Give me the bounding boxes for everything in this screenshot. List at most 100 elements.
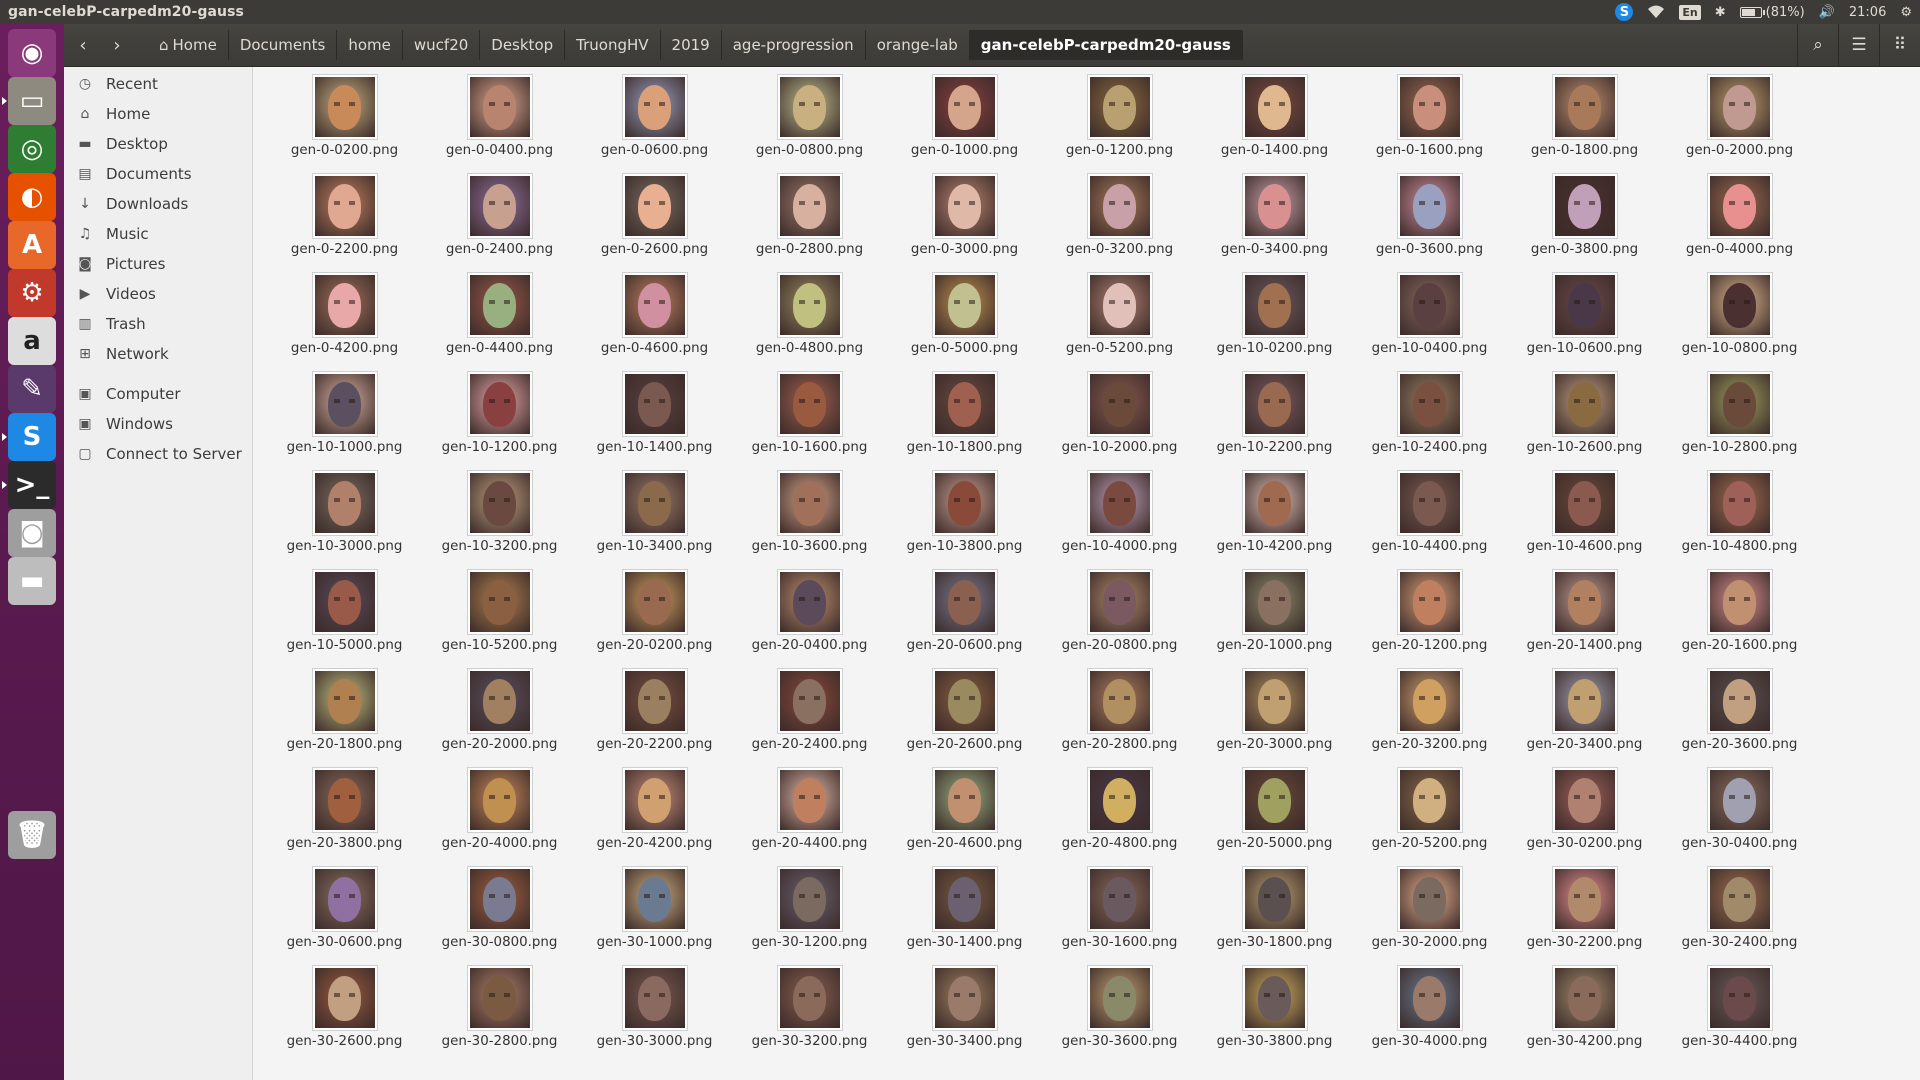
file-item[interactable]: gen-30-1800.png bbox=[1197, 866, 1352, 965]
search-icon[interactable]: ⌕ bbox=[1797, 24, 1838, 66]
file-item[interactable]: gen-20-3600.png bbox=[1662, 668, 1817, 767]
wifi-icon[interactable] bbox=[1647, 5, 1665, 19]
file-item[interactable]: gen-30-1200.png bbox=[732, 866, 887, 965]
file-item[interactable]: gen-20-2400.png bbox=[732, 668, 887, 767]
file-item[interactable]: gen-0-3600.png bbox=[1352, 173, 1507, 272]
file-item[interactable]: gen-10-0400.png bbox=[1352, 272, 1507, 371]
sidebar-item-documents[interactable]: ▤ Documents bbox=[64, 159, 252, 189]
file-item[interactable]: gen-20-0800.png bbox=[1042, 569, 1197, 668]
file-item[interactable]: gen-30-1600.png bbox=[1042, 866, 1197, 965]
breadcrumb-gan-celebp-carpedm20-gauss[interactable]: gan-celebP-carpedm20-gauss bbox=[969, 30, 1243, 60]
file-item[interactable]: gen-0-3400.png bbox=[1197, 173, 1352, 272]
file-item[interactable]: gen-20-4200.png bbox=[577, 767, 732, 866]
file-item[interactable]: gen-0-1800.png bbox=[1507, 74, 1662, 173]
sidebar-item-connect-to-server[interactable]: ▢ Connect to Server bbox=[64, 439, 252, 469]
file-item[interactable]: gen-20-0400.png bbox=[732, 569, 887, 668]
breadcrumb-wucf20[interactable]: wucf20 bbox=[403, 30, 481, 60]
launcher-item-terminal[interactable]: >_ bbox=[2, 459, 60, 511]
file-item[interactable]: gen-30-1000.png bbox=[577, 866, 732, 965]
file-item[interactable]: gen-0-5200.png bbox=[1042, 272, 1197, 371]
launcher-item-software-center[interactable]: A bbox=[4, 219, 60, 271]
file-item[interactable]: gen-10-3200.png bbox=[422, 470, 577, 569]
file-item[interactable]: gen-10-1800.png bbox=[887, 371, 1042, 470]
file-item[interactable]: gen-20-4800.png bbox=[1042, 767, 1197, 866]
back-button[interactable]: ‹ bbox=[79, 34, 87, 56]
file-item[interactable]: gen-10-2800.png bbox=[1662, 371, 1817, 470]
sidebar-item-videos[interactable]: ▶ Videos bbox=[64, 279, 252, 309]
file-item[interactable]: gen-20-4000.png bbox=[422, 767, 577, 866]
file-item[interactable]: gen-10-0600.png bbox=[1507, 272, 1662, 371]
file-item[interactable]: gen-20-3800.png bbox=[267, 767, 422, 866]
breadcrumb-orange-lab[interactable]: orange-lab bbox=[866, 30, 970, 60]
breadcrumb-home[interactable]: home bbox=[337, 30, 403, 60]
file-item[interactable]: gen-30-3000.png bbox=[577, 965, 732, 1064]
clock[interactable]: 21:06 bbox=[1848, 4, 1887, 20]
file-item[interactable]: gen-10-4400.png bbox=[1352, 470, 1507, 569]
system-gear-icon[interactable]: ⚙ bbox=[1900, 4, 1912, 20]
sidebar-item-trash[interactable]: ▥ Trash bbox=[64, 309, 252, 339]
sidebar-item-home[interactable]: ⌂ Home bbox=[64, 99, 252, 129]
file-item[interactable]: gen-30-0800.png bbox=[422, 866, 577, 965]
file-item[interactable]: gen-20-3000.png bbox=[1197, 668, 1352, 767]
file-item[interactable]: gen-20-4600.png bbox=[887, 767, 1042, 866]
file-item[interactable]: gen-0-3800.png bbox=[1507, 173, 1662, 272]
bluetooth-icon[interactable]: ✱ bbox=[1714, 4, 1726, 20]
breadcrumb-age-progression[interactable]: age-progression bbox=[722, 30, 866, 60]
file-item[interactable]: gen-10-5200.png bbox=[422, 569, 577, 668]
file-item[interactable]: gen-10-1200.png bbox=[422, 371, 577, 470]
sidebar-item-downloads[interactable]: ↓ Downloads bbox=[64, 189, 252, 219]
file-item[interactable]: gen-10-4800.png bbox=[1662, 470, 1817, 569]
file-item[interactable]: gen-20-0200.png bbox=[577, 569, 732, 668]
file-item[interactable]: gen-0-2600.png bbox=[577, 173, 732, 272]
file-item[interactable]: gen-20-1000.png bbox=[1197, 569, 1352, 668]
file-item[interactable]: gen-10-5000.png bbox=[267, 569, 422, 668]
file-item[interactable]: gen-20-1200.png bbox=[1352, 569, 1507, 668]
file-item[interactable]: gen-30-4400.png bbox=[1662, 965, 1817, 1064]
file-item[interactable]: gen-0-0200.png bbox=[267, 74, 422, 173]
file-item[interactable]: gen-10-2600.png bbox=[1507, 371, 1662, 470]
sidebar-item-network[interactable]: ⊞ Network bbox=[64, 339, 252, 369]
launcher-item-chrome[interactable]: ◎ bbox=[4, 123, 60, 175]
keyboard-language-indicator[interactable]: En bbox=[1679, 4, 1701, 20]
file-item[interactable]: gen-0-3200.png bbox=[1042, 173, 1197, 272]
file-item[interactable]: gen-20-2200.png bbox=[577, 668, 732, 767]
file-item[interactable]: gen-30-2800.png bbox=[422, 965, 577, 1064]
launcher-item-system-settings[interactable]: ⚙ bbox=[4, 267, 60, 319]
file-item[interactable]: gen-10-4600.png bbox=[1507, 470, 1662, 569]
file-item[interactable]: gen-30-0600.png bbox=[267, 866, 422, 965]
breadcrumb-desktop[interactable]: Desktop bbox=[480, 30, 566, 60]
file-item[interactable]: gen-10-0800.png bbox=[1662, 272, 1817, 371]
launcher-item-camera[interactable]: ◙ bbox=[4, 507, 60, 559]
sidebar-item-recent[interactable]: ◷ Recent bbox=[64, 69, 252, 99]
file-item[interactable]: gen-20-4400.png bbox=[732, 767, 887, 866]
breadcrumb-2019[interactable]: 2019 bbox=[661, 30, 722, 60]
file-item[interactable]: gen-30-4200.png bbox=[1507, 965, 1662, 1064]
file-item[interactable]: gen-0-2400.png bbox=[422, 173, 577, 272]
file-item[interactable]: gen-10-3000.png bbox=[267, 470, 422, 569]
file-item[interactable]: gen-0-2000.png bbox=[1662, 74, 1817, 173]
file-item[interactable]: gen-20-1800.png bbox=[267, 668, 422, 767]
launcher-item-amazon[interactable]: a bbox=[4, 315, 60, 367]
file-item[interactable]: gen-20-1600.png bbox=[1662, 569, 1817, 668]
file-item[interactable]: gen-0-0800.png bbox=[732, 74, 887, 173]
sidebar-item-pictures[interactable]: ◙ Pictures bbox=[64, 249, 252, 279]
file-item[interactable]: gen-30-2400.png bbox=[1662, 866, 1817, 965]
file-item[interactable]: gen-10-1600.png bbox=[732, 371, 887, 470]
file-item[interactable]: gen-10-2200.png bbox=[1197, 371, 1352, 470]
file-item[interactable]: gen-20-5000.png bbox=[1197, 767, 1352, 866]
file-item[interactable]: gen-30-3400.png bbox=[887, 965, 1042, 1064]
file-item[interactable]: gen-20-2000.png bbox=[422, 668, 577, 767]
file-item[interactable]: gen-0-1400.png bbox=[1197, 74, 1352, 173]
file-item[interactable]: gen-0-1600.png bbox=[1352, 74, 1507, 173]
file-item[interactable]: gen-0-5000.png bbox=[887, 272, 1042, 371]
file-item[interactable]: gen-10-3800.png bbox=[887, 470, 1042, 569]
file-item[interactable]: gen-30-1400.png bbox=[887, 866, 1042, 965]
volume-icon[interactable]: 🔊 bbox=[1818, 4, 1835, 20]
file-item[interactable]: gen-30-0200.png bbox=[1507, 767, 1662, 866]
file-item[interactable]: gen-10-2400.png bbox=[1352, 371, 1507, 470]
file-item[interactable]: gen-20-3400.png bbox=[1507, 668, 1662, 767]
file-item[interactable]: gen-20-5200.png bbox=[1352, 767, 1507, 866]
breadcrumb-documents[interactable]: Documents bbox=[229, 30, 338, 60]
file-item[interactable]: gen-0-4800.png bbox=[732, 272, 887, 371]
file-item[interactable]: gen-0-3000.png bbox=[887, 173, 1042, 272]
